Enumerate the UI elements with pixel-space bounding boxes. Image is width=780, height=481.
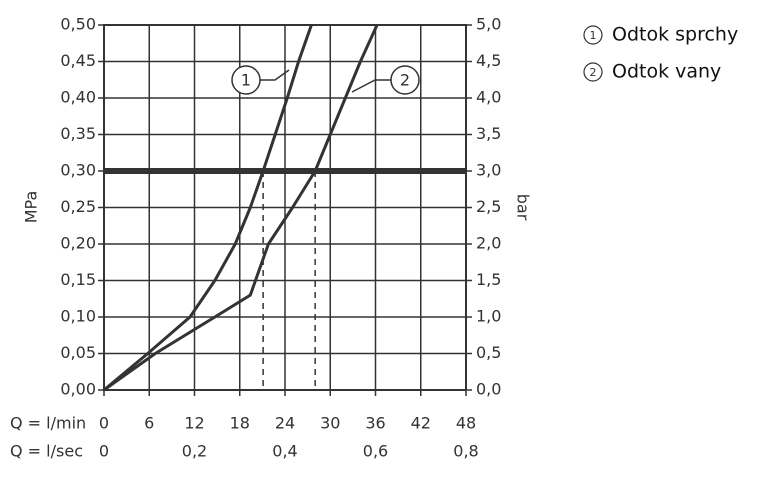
y2-tick-label: 4,5 [476, 51, 501, 70]
y2-tick-label: 5,0 [476, 15, 501, 34]
x-tick-label: 48 [456, 414, 476, 433]
leader-line [351, 79, 391, 93]
y-tick-label: 0,15 [60, 270, 96, 289]
y-tick-label: 0,25 [60, 197, 96, 216]
x-tick-label: 0 [99, 414, 109, 433]
x-tick-label: 6 [144, 414, 154, 433]
y2-tick-label: 2,0 [476, 234, 501, 253]
curve [103, 24, 313, 392]
y2-tick-label: 3,5 [476, 124, 501, 143]
y2-tick-label: 2,5 [476, 197, 501, 216]
x-tick-label: 36 [365, 414, 385, 433]
y-tick-label: 0,00 [60, 380, 96, 399]
x2-tick-label: 0,8 [453, 442, 478, 461]
leader-line [260, 69, 290, 81]
y2-tick-label: 0,0 [476, 380, 501, 399]
y2-tick-label: 3,0 [476, 161, 501, 180]
y-axis-label: MPa [22, 191, 41, 224]
y2-tick-label: 1,0 [476, 307, 501, 326]
legend-label: Odtok vany [612, 61, 721, 83]
curve-label-circle [231, 65, 261, 95]
x2-tick-label: 0 [99, 442, 109, 461]
y-tick-label: 0,45 [60, 51, 96, 70]
curve-label: 1 [241, 71, 251, 90]
x-axis-label: Q = l/min [10, 414, 86, 433]
legend-circle [583, 25, 603, 45]
x2-tick-label: 0,4 [272, 442, 297, 461]
legend-number: 1 [590, 29, 597, 42]
x-tick-label: 30 [320, 414, 340, 433]
legend-label: Odtok sprchy [612, 24, 738, 46]
curve-label-circle [390, 65, 420, 95]
plot-frame [103, 24, 467, 391]
y2-tick-label: 0,5 [476, 343, 501, 362]
y-tick-label: 0,05 [60, 343, 96, 362]
y-tick-label: 0,50 [60, 15, 96, 34]
x-tick-label: 42 [411, 414, 431, 433]
y-tick-label: 0,20 [60, 234, 96, 253]
curve [103, 24, 379, 392]
y2-tick-label: 1,5 [476, 270, 501, 289]
x-tick-label: 12 [184, 414, 204, 433]
x-tick-label: 24 [275, 414, 295, 433]
x2-axis-label: Q = l/sec [10, 442, 83, 461]
y2-tick-label: 4,0 [476, 88, 501, 107]
x2-tick-label: 0,6 [363, 442, 388, 461]
legend-number: 2 [590, 66, 597, 79]
x2-tick-label: 0,2 [182, 442, 207, 461]
x-tick-label: 18 [230, 414, 250, 433]
legend-circle [583, 62, 603, 82]
y-tick-label: 0,35 [60, 124, 96, 143]
y2-axis-label: bar [514, 194, 533, 221]
y-tick-label: 0,10 [60, 307, 96, 326]
y-tick-label: 0,40 [60, 88, 96, 107]
curve-label: 2 [400, 71, 410, 90]
y-tick-label: 0,30 [60, 161, 96, 180]
